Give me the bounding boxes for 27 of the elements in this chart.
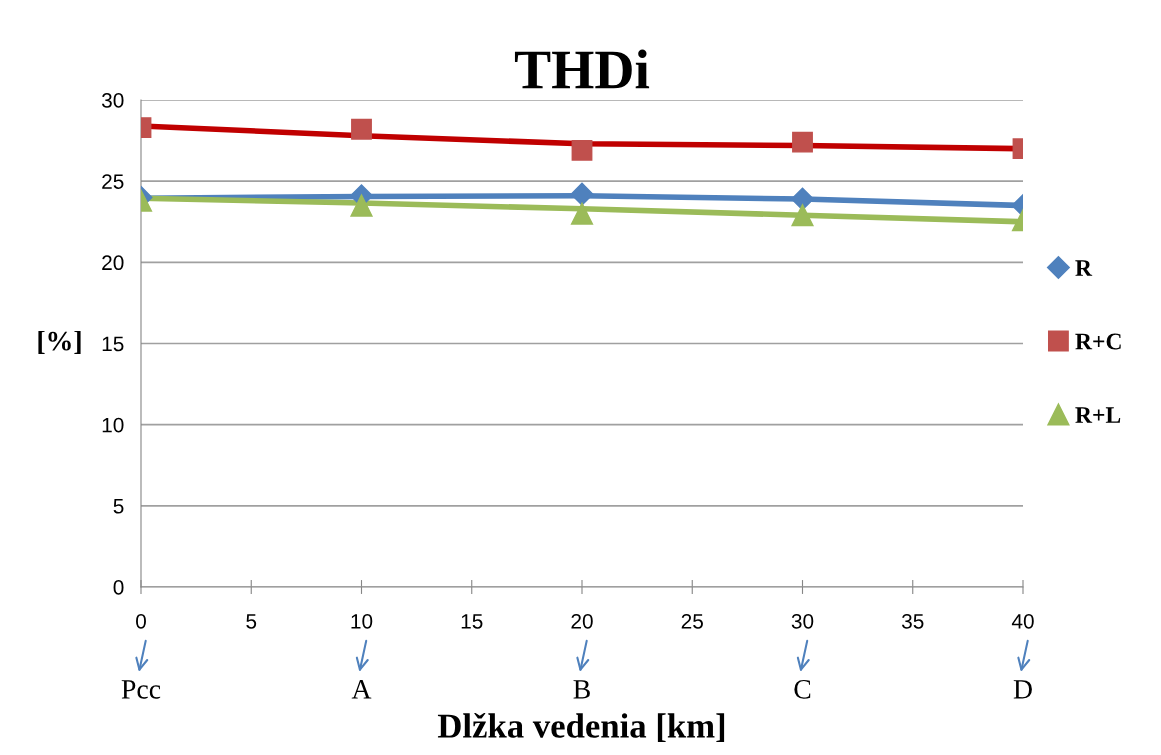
x-tick-label: 15 bbox=[461, 614, 483, 629]
x-tick-label: 35 bbox=[901, 613, 924, 629]
text: C bbox=[794, 679, 811, 699]
legend-label: R+L bbox=[1075, 407, 1121, 423]
text: Pcc bbox=[121, 680, 161, 699]
legend-label: R+C bbox=[1075, 333, 1121, 350]
text: D bbox=[1013, 680, 1032, 699]
x-tick-label: 40 bbox=[1011, 613, 1034, 629]
x-tick-label: 0 bbox=[136, 613, 146, 629]
text: B bbox=[573, 680, 590, 699]
x-tick-label: 5 bbox=[246, 614, 257, 629]
y-tick-label: 30 bbox=[101, 93, 124, 108]
y-tick-label: 15 bbox=[102, 336, 124, 352]
chart-title: THDi bbox=[514, 49, 650, 89]
y-tick-label: 5 bbox=[113, 499, 124, 514]
y-axis-title: [%] bbox=[38, 330, 81, 354]
x-axis-title: Dlžka vedenia [km] bbox=[437, 712, 725, 743]
y-tick-label: 20 bbox=[102, 255, 124, 271]
x-tick-label: 30 bbox=[791, 613, 814, 629]
x-tick-label: 10 bbox=[351, 613, 373, 629]
x-tick-label: 20 bbox=[571, 613, 593, 629]
y-tick-label: 10 bbox=[102, 417, 124, 433]
x-tick-label: 25 bbox=[681, 613, 703, 629]
y-tick-label: 25 bbox=[102, 174, 124, 189]
text: A bbox=[351, 680, 372, 699]
y-tick-label: 0 bbox=[113, 580, 124, 595]
legend-label: R bbox=[1075, 260, 1093, 276]
